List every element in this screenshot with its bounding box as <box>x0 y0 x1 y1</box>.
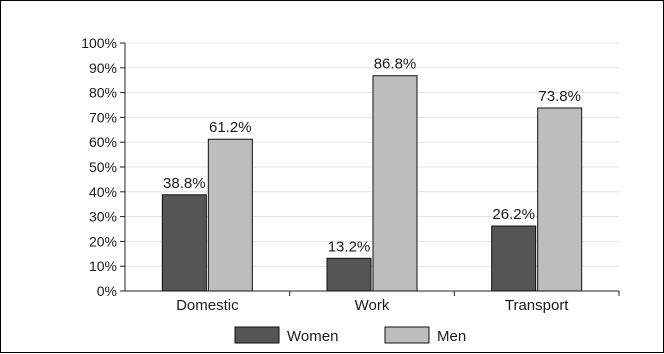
y-tick-label: 50% <box>89 159 117 175</box>
y-tick-label: 0% <box>97 283 117 299</box>
data-labels: 38.8% 61.2% 13.2% 86.8% 26.2% 73.8% <box>163 56 581 256</box>
x-axis-labels: Domestic Work Transport <box>176 297 569 314</box>
y-tick-label: 90% <box>89 60 117 76</box>
category-label: Work <box>355 297 390 314</box>
data-label: 26.2% <box>492 206 535 223</box>
data-label: 86.8% <box>374 56 417 73</box>
y-tick-label: 70% <box>89 109 117 125</box>
y-tick-label: 80% <box>89 85 117 101</box>
bar-women-domestic <box>161 194 207 292</box>
category-label: Transport <box>505 297 569 314</box>
legend-swatch-women <box>234 326 280 344</box>
y-tick-label: 60% <box>89 134 117 150</box>
legend: Women Men <box>234 326 466 345</box>
bar-women-transport <box>491 225 537 292</box>
gridlines <box>125 42 619 267</box>
legend-label-men: Men <box>437 328 466 345</box>
data-label: 38.8% <box>163 175 206 192</box>
data-label: 61.2% <box>209 119 252 136</box>
bar-men-domestic <box>207 138 253 292</box>
legend-label-women: Women <box>287 328 338 345</box>
y-axis: 0% 10% 20% 30% 40% 50% 60% 70% 80% 90% 100% <box>81 35 620 299</box>
bar-men-work <box>372 75 418 292</box>
data-label: 73.8% <box>538 88 581 105</box>
bar-women-work <box>326 257 372 292</box>
data-label: 13.2% <box>328 238 371 255</box>
bar-men-transport <box>537 107 583 292</box>
y-tick-label: 40% <box>89 184 117 200</box>
bars <box>161 75 583 292</box>
legend-swatch-men <box>384 326 430 344</box>
y-tick-label: 30% <box>89 209 117 225</box>
category-label: Domestic <box>176 297 239 314</box>
y-tick-label: 20% <box>89 233 117 249</box>
y-tick-label: 100% <box>81 35 117 51</box>
y-tick-label: 10% <box>89 258 117 274</box>
